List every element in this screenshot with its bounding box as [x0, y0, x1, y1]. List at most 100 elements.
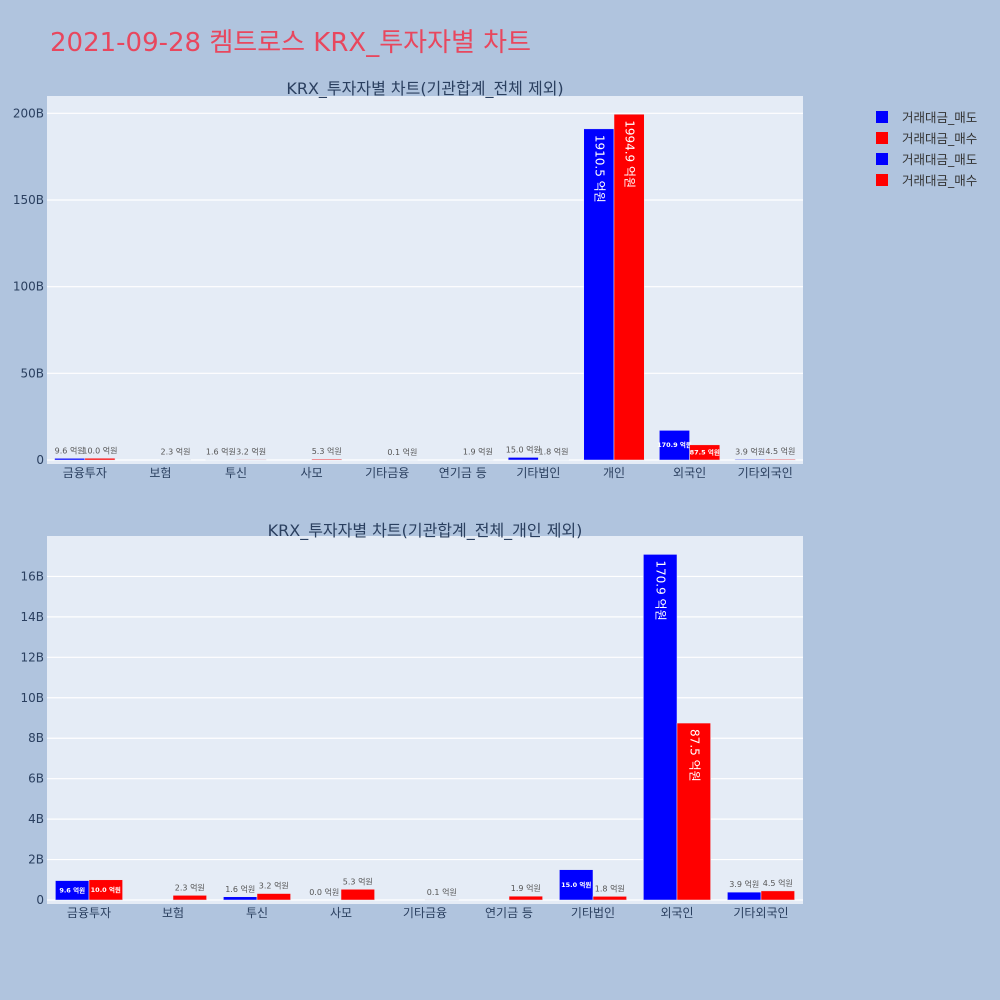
bar-data-label: 3.9 억원	[735, 446, 765, 456]
bar-data-label: 0.1 억원	[387, 447, 417, 457]
y-tick-label: 16B	[20, 569, 44, 583]
bar-buy	[613, 113, 645, 461]
bar-data-label: 4.5 억원	[765, 446, 795, 456]
x-tick-label: 금융투자	[63, 466, 107, 480]
y-tick-label: 10B	[20, 691, 44, 705]
bar-data-label: 9.6 억원	[59, 885, 85, 894]
bar-data-label: 10.0 억원	[91, 885, 121, 894]
bar-data-label: 170.9 억원	[654, 560, 668, 620]
bar-sell	[54, 458, 86, 461]
bar-sell	[559, 869, 594, 901]
bar-data-label: 170.9 억원	[657, 440, 692, 449]
legend-label: 거래대금_매수	[902, 131, 978, 146]
legend-swatch-buy	[876, 131, 888, 144]
legend-label: 거래대금_매도	[902, 152, 978, 167]
bar-data-label: 1.6 억원	[206, 447, 236, 457]
x-tick-label: 기타외국인	[738, 466, 793, 480]
x-tick-label: 금융투자	[67, 906, 111, 920]
x-tick-label: 외국인	[660, 906, 693, 920]
bar-buy	[235, 459, 267, 461]
legend-item[interactable]: 거래대금_매도	[876, 148, 977, 169]
x-tick-label: 기타법인	[571, 906, 615, 920]
x-tick-label: 사모	[301, 466, 323, 480]
bar-data-label: 1.6 억원	[225, 884, 255, 894]
y-tick-label: 200B	[13, 106, 44, 120]
bar-buy	[764, 458, 796, 461]
bar-sell	[659, 430, 690, 461]
bar-data-label: 10.0 억원	[82, 445, 117, 455]
bar-buy	[676, 722, 711, 901]
x-tick-label: 보험	[162, 906, 184, 920]
bar-data-label: 2.3 억원	[175, 882, 205, 892]
x-tick-label: 기타외국인	[733, 906, 788, 920]
legend-swatch-sell	[876, 152, 888, 165]
y-tick-label: 8B	[28, 731, 44, 745]
legend-label: 거래대금_매도	[902, 110, 978, 125]
x-tick-label: 보험	[149, 466, 171, 480]
bar-data-label: 0.0 억원	[309, 887, 339, 897]
bar-sell	[727, 891, 762, 901]
x-tick-label: 개인	[603, 466, 625, 480]
x-tick-label: 투신	[246, 906, 268, 920]
bar-sell	[734, 459, 766, 461]
page-title: 2021-09-28 켐트로스 KRX_투자자별 차트	[50, 28, 532, 58]
bar-data-label: 5.3 억원	[312, 446, 342, 456]
bar-buy	[760, 890, 795, 901]
y-tick-label: 50B	[20, 366, 44, 380]
y-tick-label: 150B	[13, 193, 44, 207]
x-tick-label: 연기금 등	[485, 906, 533, 920]
bar-data-label: 9.6 억원	[55, 445, 85, 455]
x-tick-label: 기타법인	[516, 466, 560, 480]
bar-sell	[583, 128, 615, 461]
bar-sell	[223, 896, 258, 901]
bar-data-label: 3.2 억원	[236, 446, 266, 456]
x-tick-label: 외국인	[673, 466, 706, 480]
bar-buy	[256, 893, 291, 901]
chart-title: KRX_투자자별 차트(기관합계_전체_개인 제외)	[268, 521, 583, 541]
bar-buy	[340, 889, 375, 901]
legend-item[interactable]: 거래대금_매수	[876, 169, 977, 190]
bar-data-label: 1.8 억원	[539, 447, 569, 457]
bar-data-label: 1.9 억원	[511, 883, 541, 893]
legend-swatch-sell	[876, 110, 888, 123]
bar-data-label: 1994.9 억원	[623, 120, 637, 188]
bar-data-label: 15.0 억원	[561, 880, 591, 889]
legend-swatch-buy	[876, 173, 888, 186]
bar-buy	[88, 879, 123, 901]
plot-area	[47, 96, 803, 464]
legend-label: 거래대금_매수	[902, 173, 978, 188]
bar-buy	[311, 458, 343, 461]
x-tick-label: 기타금융	[403, 906, 447, 920]
y-tick-label: 4B	[28, 812, 44, 826]
bar-data-label: 15.0 억원	[506, 444, 541, 454]
bar-buy	[592, 896, 627, 901]
x-tick-label: 연기금 등	[439, 466, 487, 480]
bar-data-label: 1.9 억원	[463, 447, 493, 457]
bar-data-label: 0.1 억원	[427, 887, 457, 897]
bar-data-label: 87.5 억원	[690, 447, 720, 456]
bar-buy	[84, 458, 116, 461]
bar-data-label: 4.5 억원	[763, 878, 793, 888]
y-tick-label: 14B	[20, 610, 44, 624]
y-tick-label: 6B	[28, 772, 44, 786]
chart-title: KRX_투자자별 차트(기관합계_전체 제외)	[286, 79, 563, 99]
x-tick-label: 투신	[225, 466, 247, 480]
y-tick-label: 12B	[20, 650, 44, 664]
x-tick-label: 기타금융	[365, 466, 409, 480]
legend-item[interactable]: 거래대금_매도	[876, 106, 977, 127]
bar-data-label: 2.3 억원	[161, 447, 191, 457]
bar-buy	[172, 895, 207, 901]
legend: 거래대금_매도 거래대금_매수 거래대금_매도 거래대금_매수	[876, 106, 977, 190]
legend-item[interactable]: 거래대금_매수	[876, 127, 977, 148]
y-tick-label: 100B	[13, 280, 44, 294]
y-tick-label: 0	[36, 453, 44, 467]
bar-data-label: 5.3 억원	[343, 876, 373, 886]
bar-data-label: 3.2 억원	[259, 881, 289, 891]
y-tick-label: 0	[36, 893, 44, 907]
bar-data-label: 1.8 억원	[595, 883, 625, 893]
bar-data-label: 87.5 억원	[687, 729, 701, 782]
bar-buy	[508, 895, 543, 901]
bar-data-label: 1910.5 억원	[592, 135, 606, 203]
